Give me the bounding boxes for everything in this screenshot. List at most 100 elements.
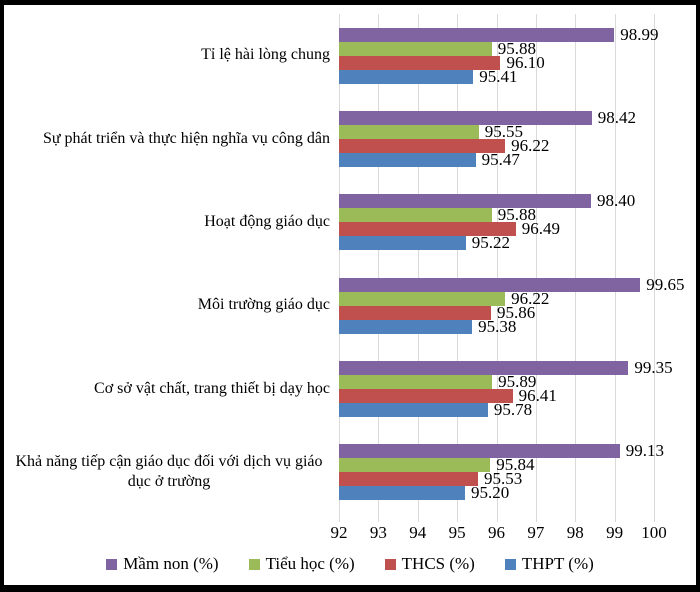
bar: 95.47 [339, 150, 520, 169]
bar: 95.89 [339, 372, 536, 391]
gridline [614, 14, 616, 522]
bar-value-label: 96.41 [518, 385, 557, 405]
plot-region: Tỉ lệ hài lòng chung 98.99 95.88 96.10 95.41… [4, 14, 696, 522]
bar-value-label: 95.88 [497, 205, 537, 225]
legend-label: THPT (%) [521, 554, 594, 573]
gridline [339, 14, 340, 522]
bar-stack: 98.99 95.88 96.10 95.41 [339, 25, 658, 86]
legend-item: THPT (%) [504, 554, 594, 574]
bar-stack: 98.42 95.55 96.22 95.47 [339, 108, 654, 169]
legend-swatch [106, 558, 118, 570]
bar-group: Môi trường giáo dục 99.65 96.22 95.86 95.38 [4, 264, 696, 347]
x-tick-label: 93 [369, 523, 387, 542]
bar-group: Khả năng tiếp cận giáo dục đối với dịch … [4, 431, 696, 514]
x-axis: 92 93 94 95 96 97 98 99 100 [331, 514, 667, 550]
bar-groups: Tỉ lệ hài lòng chung 98.99 95.88 96.10 95.41… [4, 14, 696, 514]
bar-group: Tỉ lệ hài lòng chung 98.99 95.88 96.10 95.41 [4, 14, 696, 97]
category-label-cell: Hoạt động giáo dục [4, 212, 339, 233]
bar-value-label: 95.78 [493, 399, 533, 419]
bar: 95.38 [339, 317, 516, 336]
bar: 99.65 [339, 275, 684, 294]
gridline [654, 14, 655, 522]
bar: 95.55 [339, 122, 523, 141]
bar: 95.88 [339, 39, 536, 58]
bar-stack: 99.35 95.89 96.41 95.78 [339, 358, 673, 419]
bar-value-label: 95.22 [471, 233, 511, 253]
x-tick-label: 94 [409, 523, 427, 542]
bar-value-label: 95.53 [483, 469, 523, 489]
x-tick-label: 96 [488, 523, 505, 542]
bar-group: Hoạt động giáo dục 98.40 95.88 96.49 95.22 [4, 181, 696, 264]
category-label: Sự phát triển và thực hiện nghĩa vụ công… [42, 129, 330, 147]
x-tick-label: 95 [448, 523, 466, 542]
bar-value-label: 99.35 [634, 357, 673, 377]
gridline [575, 14, 577, 522]
x-tick-label: 99 [606, 523, 624, 542]
category-label-cell: Sự phát triển và thực hiện nghĩa vụ công… [4, 129, 339, 150]
category-label: Cơ sở vật chất, trang thiết bị dạy học [94, 379, 330, 397]
gridlines [339, 14, 655, 522]
bar-stack: 98.40 95.88 96.49 95.22 [339, 191, 654, 253]
bar: 98.99 [339, 25, 658, 44]
category-label-cell: Khả năng tiếp cận giáo dục đối với dịch … [4, 452, 339, 494]
bar-value-label: 95.20 [471, 483, 510, 503]
bar: 98.42 [339, 108, 636, 127]
category-label-cell: Môi trường giáo dục [4, 295, 339, 316]
bar-value-label: 95.41 [479, 66, 518, 86]
gridline [417, 14, 419, 522]
bar-stack: 99.13 95.84 95.53 95.20 [339, 441, 664, 502]
legend: Mầm non (%) Tiểu học (%) THCS (%) THPT (%) [4, 550, 696, 578]
bar: 99.13 [339, 441, 664, 460]
bar-stack: 99.65 96.22 95.86 95.38 [339, 275, 684, 336]
legend-item: Mầm non (%) [106, 554, 219, 574]
bar-value-label: 98.99 [620, 24, 659, 44]
bar: 95.20 [339, 483, 509, 502]
bar: 95.86 [339, 303, 535, 322]
gridline [535, 14, 537, 522]
legend-item: THCS (%) [384, 554, 475, 574]
bar-value-label: 99.65 [646, 274, 685, 294]
category-label: Khả năng tiếp cận giáo dục đối với dịch … [15, 452, 323, 491]
bar-value-label: 95.47 [481, 149, 520, 169]
legend-swatch [504, 558, 516, 570]
category-label: Môi trường giáo dục [197, 296, 330, 314]
bar-value-label: 95.38 [478, 316, 517, 336]
bar: 96.22 [339, 136, 549, 155]
category-label-cell: Tỉ lệ hài lòng chung [4, 45, 339, 66]
bar: 95.41 [339, 67, 518, 86]
bar-value-label: 96.49 [521, 219, 561, 239]
category-label: Tỉ lệ hài lòng chung [201, 46, 330, 64]
bar-value-label: 95.86 [496, 302, 536, 322]
bar-group: Cơ sở vật chất, trang thiết bị dạy học 99… [4, 347, 696, 430]
legend-item: Tiểu học (%) [248, 554, 355, 574]
bar-value-label: 95.89 [498, 371, 537, 391]
category-label-cell: Cơ sở vật chất, trang thiết bị dạy học [4, 379, 339, 400]
bar: 95.53 [339, 469, 522, 488]
bar: 96.22 [339, 289, 549, 308]
x-tick-label: 98 [566, 523, 584, 542]
bar: 96.49 [339, 219, 560, 238]
bar-value-label: 96.22 [511, 288, 550, 308]
bar-value-label: 96.22 [511, 135, 550, 155]
x-tick-label: 100 [641, 523, 667, 542]
gridline [496, 14, 498, 522]
bar-value-label: 98.40 [597, 191, 636, 211]
bar: 96.10 [339, 53, 545, 72]
category-label: Hoạt động giáo dục [204, 212, 330, 230]
bar-value-label: 95.88 [497, 38, 537, 58]
bar: 96.41 [339, 386, 557, 405]
bar: 95.88 [339, 205, 536, 224]
legend-label: THCS (%) [401, 554, 475, 573]
legend-label: Mầm non (%) [123, 554, 219, 573]
legend-label: Tiểu học (%) [265, 554, 355, 573]
bar-group: Sự phát triển và thực hiện nghĩa vụ công… [4, 97, 696, 180]
bar-value-label: 96.10 [506, 52, 545, 72]
bar: 95.84 [339, 455, 534, 474]
legend-swatch [248, 558, 260, 570]
bar-value-label: 95.84 [496, 455, 535, 475]
bar: 95.78 [339, 400, 532, 419]
x-tick-label: 97 [527, 523, 545, 542]
bar-value-label: 98.42 [597, 107, 637, 127]
bar-value-label: 99.13 [625, 441, 664, 461]
